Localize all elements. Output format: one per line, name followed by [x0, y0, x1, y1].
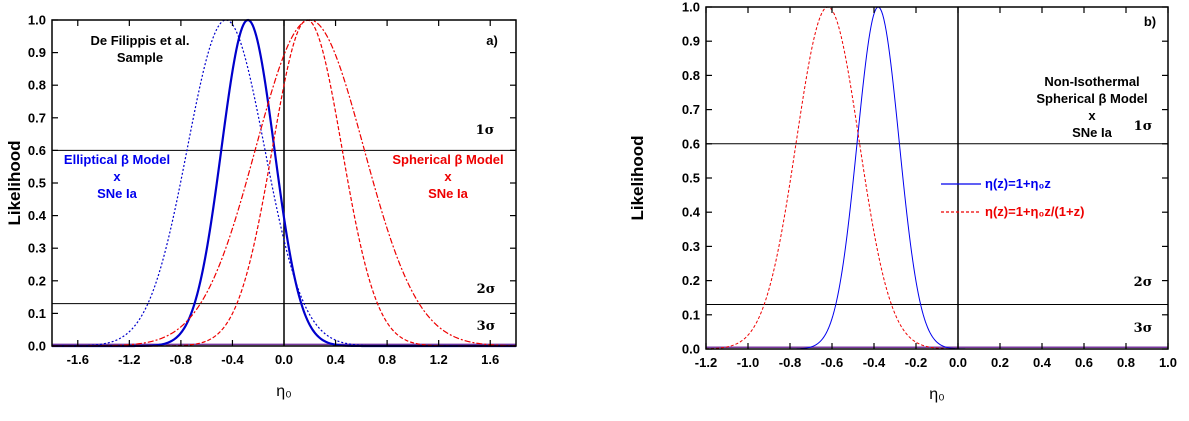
y-tick-label: 0.7: [28, 110, 46, 125]
annotation-text: Elliptical β Model: [64, 152, 170, 167]
legend-label: η(z)=1+η₀z/(1+z): [985, 204, 1084, 219]
y-tick-label: 0.0: [682, 342, 700, 357]
y-tick-label: 0.7: [682, 102, 700, 117]
panel-label: b): [1144, 14, 1156, 29]
y-tick-label: 1.0: [682, 0, 700, 15]
annotation-text: Spherical β Model: [1036, 91, 1147, 106]
sigma-label: 3σ: [477, 319, 496, 334]
annotation-text: Sample: [117, 50, 163, 65]
y-tick-label: 0.6: [28, 143, 46, 158]
annotation-text: Non-Isothermal: [1044, 74, 1139, 89]
x-tick-label: 0.4: [327, 352, 346, 367]
y-tick-label: 0.1: [28, 306, 46, 321]
annotation-text: x: [113, 169, 121, 184]
y-tick-label: 0.8: [682, 68, 700, 83]
panel-a: -1.6 -1.2 -0.8 -0.4 0.0 0.4 0.8 1.2 1.6 0.0 0.1 0.2…: [5, 13, 517, 400]
annotation-text: x: [444, 169, 452, 184]
x-tick-label: -0.8: [779, 355, 801, 370]
x-tick-label: -1.6: [67, 352, 89, 367]
sigma-label: 2σ: [477, 282, 496, 297]
y-axis-label: Likelihood: [628, 136, 647, 221]
y-axis-label: Likelihood: [5, 141, 24, 226]
x-tick-label: 1.0: [1159, 355, 1177, 370]
x-tick-label: 0.0: [275, 352, 293, 367]
panel-label: a): [486, 33, 498, 48]
x-tick-label: -0.4: [863, 355, 886, 370]
x-axis-label: η₀: [929, 386, 945, 403]
x-tick-label: 1.2: [430, 352, 448, 367]
likelihood-curve-2: [705, 6, 1168, 350]
legend: η(z)=1+η₀z η(z)=1+η₀z/(1+z): [941, 176, 1084, 219]
y-tick-label: 0.5: [28, 176, 46, 191]
annotation-text: SNe Ia: [428, 186, 469, 201]
plot-frame: [705, 6, 1169, 350]
y-tick-label: 0.8: [28, 78, 46, 93]
y-tick-label: 0.9: [682, 34, 700, 49]
annotation-text: De Filippis et al.: [91, 33, 190, 48]
y-tick-label: 1.0: [28, 13, 46, 28]
y-tick-label: 0.6: [682, 136, 700, 151]
x-tick-label: -1.0: [737, 355, 759, 370]
x-tick-label: 0.0: [949, 355, 967, 370]
y-tick-label: 0.0: [28, 339, 46, 354]
y-tick-label: 0.5: [682, 171, 700, 186]
x-tick-label: 1.6: [481, 352, 499, 367]
x-tick-label: -0.6: [821, 355, 843, 370]
y-tick-label: 0.4: [682, 205, 701, 220]
x-tick-label: 0.4: [1033, 355, 1052, 370]
x-tick-label: -0.8: [170, 352, 192, 367]
y-tick-label: 0.3: [28, 241, 46, 256]
x-tick-label: -0.2: [905, 355, 927, 370]
panel-b: -1.2 -1.0 -0.8 -0.6 -0.4 -0.2 0.0 0.2 0.4 0.6 0.8 1…: [628, 0, 1177, 403]
y-tick-label: 0.1: [682, 307, 700, 322]
sigma-label: 1σ: [476, 123, 495, 138]
x-tick-label: 0.8: [378, 352, 396, 367]
x-tick-label: -1.2: [118, 352, 140, 367]
y-tick-label: 0.9: [28, 45, 46, 60]
annotation-text: Spherical β Model: [392, 152, 503, 167]
likelihood-curve-3: [52, 19, 516, 347]
likelihood-curve-1: [706, 6, 1168, 350]
y-tick-label: 0.3: [682, 239, 700, 254]
x-tick-label: 0.2: [991, 355, 1009, 370]
x-tick-label: 0.8: [1117, 355, 1135, 370]
y-tick-label: 0.2: [28, 273, 46, 288]
x-axis-label: η₀: [276, 383, 292, 400]
annotation-text: SNe Ia: [1072, 125, 1113, 140]
x-tick-label: -1.2: [695, 355, 717, 370]
x-tick-label: 0.6: [1075, 355, 1093, 370]
y-tick-label: 0.2: [682, 273, 700, 288]
y-tick-label: 0.4: [28, 208, 47, 223]
sigma-label: 1σ: [1134, 119, 1153, 134]
annotation-text: SNe Ia: [97, 186, 138, 201]
annotation-text: x: [1088, 108, 1096, 123]
legend-label: η(z)=1+η₀z: [985, 176, 1051, 191]
sigma-label: 2σ: [1134, 275, 1153, 290]
x-tick-label: -0.4: [221, 352, 244, 367]
sigma-label: 3σ: [1134, 321, 1153, 336]
